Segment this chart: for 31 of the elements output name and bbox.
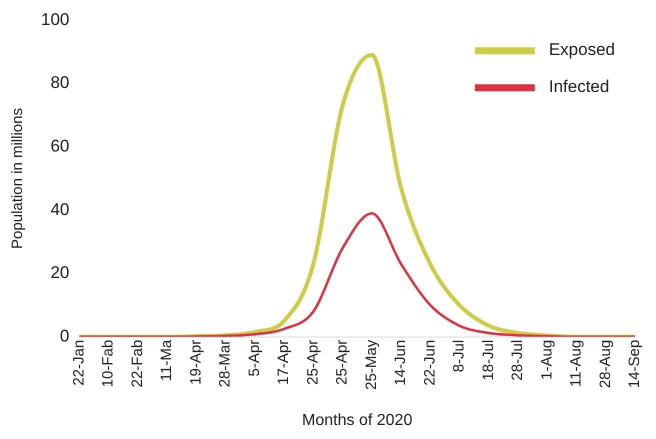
x-tick-label: 14-Jun [392, 340, 410, 386]
y-tick-label: 60 [50, 136, 70, 156]
x-tick-label: 28-Mar [216, 340, 234, 388]
x-tick-label: 14-Sep [626, 340, 644, 388]
line-series [78, 212, 636, 337]
y-tick-label: 0 [60, 326, 70, 346]
y-tick-label: 20 [50, 263, 70, 282]
x-axis-title: Months of 2020 [302, 412, 412, 429]
y-tick-label: 40 [50, 200, 70, 219]
x-tick-label: 18-Jul [480, 340, 497, 381]
x-tick-label: 25-Apr [304, 340, 322, 385]
y-tick-label: 100 [40, 10, 70, 29]
x-tick-label: 22-Jan [70, 340, 88, 386]
x-tick-label: 5-Apr [246, 340, 263, 376]
x-tick-label: 11-Ma [158, 339, 176, 382]
x-tick-label: 17-Apr [275, 340, 292, 385]
x-tick-label: 28-Jul [509, 340, 526, 381]
x-tick-label: 10-Fab [100, 340, 117, 388]
x-tick-label: 25-Apr [334, 340, 351, 385]
y-axis-title: Population in millions [9, 108, 26, 249]
x-tick-label: 28-Aug [596, 340, 614, 388]
x-tick-label: 11-Aug [568, 340, 585, 388]
x-tick-label: 8-Jul [450, 340, 468, 372]
x-tick-label: 1-Aug [538, 340, 556, 380]
legend-label: Infected [548, 76, 610, 96]
x-tick-label: 19-Apr [187, 340, 204, 385]
x-tick-label: 22-Jun [421, 340, 438, 386]
x-tick-label: 25-May [362, 339, 380, 390]
y-tick-label: 80 [50, 73, 70, 92]
x-tick-label: 22-Fab [128, 340, 146, 388]
legend-label: Exposed [548, 40, 616, 59]
